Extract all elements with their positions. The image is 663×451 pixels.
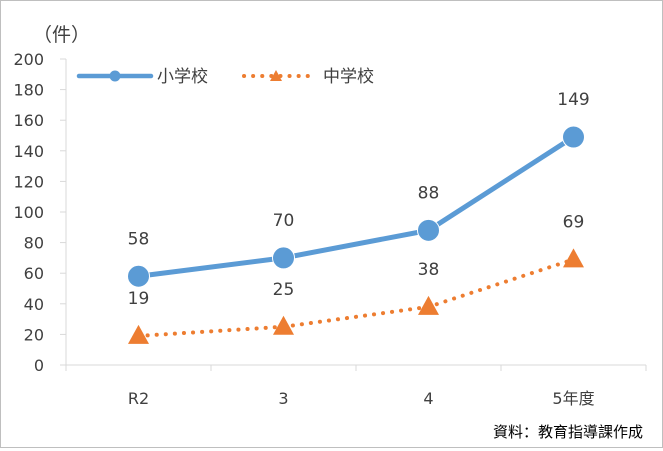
x-category-label: 5年度 — [552, 389, 594, 408]
y-tick-label: 200 — [13, 50, 44, 69]
x-category-label: 3 — [278, 389, 288, 408]
y-tick-label: 0 — [34, 356, 44, 375]
legend-label-junior-high: 中学校 — [323, 67, 374, 87]
data-label: 25 — [273, 280, 295, 300]
data-point — [272, 246, 295, 270]
legend-marker-elementary — [109, 70, 121, 82]
y-unit-label: （件） — [33, 24, 90, 46]
legend: 小学校 中学校 — [76, 67, 374, 87]
y-tick-label: 80 — [24, 234, 44, 253]
data-point — [128, 324, 149, 344]
y-tick-label: 20 — [24, 325, 44, 344]
legend-marker-junior-high — [270, 70, 282, 81]
data-label: 38 — [418, 260, 440, 280]
series-line-0 — [138, 134, 575, 279]
data-point — [417, 218, 440, 242]
axis-group: 0 20 40 60 80 100 120 140 160 180 200 R2 3 4 5年度 — [13, 50, 647, 408]
series-line-1 — [136, 257, 576, 338]
series-group: 58 70 88 149 19 25 38 69 — [127, 90, 590, 344]
source-note: 資料：教育指導課作成 — [493, 423, 643, 441]
data-label: 149 — [557, 90, 589, 110]
data-label: 58 — [128, 229, 150, 249]
y-tick-label: 40 — [24, 295, 44, 314]
data-point — [273, 315, 294, 335]
x-category-label: 4 — [423, 389, 433, 408]
data-label: 88 — [418, 183, 440, 203]
data-point — [127, 264, 150, 288]
data-label: 19 — [128, 289, 150, 309]
y-tick-label: 180 — [13, 81, 44, 100]
y-tick-label: 140 — [13, 142, 44, 161]
y-tick-label: 100 — [13, 203, 44, 222]
y-tick-label: 160 — [13, 111, 44, 130]
data-point — [418, 295, 439, 315]
legend-label-elementary: 小学校 — [157, 67, 208, 87]
data-point — [563, 248, 584, 268]
x-category-label: R2 — [128, 389, 149, 408]
y-tick-label: 60 — [24, 264, 44, 283]
y-tick-label: 120 — [13, 172, 44, 191]
data-label: 70 — [273, 211, 295, 231]
data-label: 69 — [563, 212, 585, 232]
data-point — [562, 125, 585, 149]
